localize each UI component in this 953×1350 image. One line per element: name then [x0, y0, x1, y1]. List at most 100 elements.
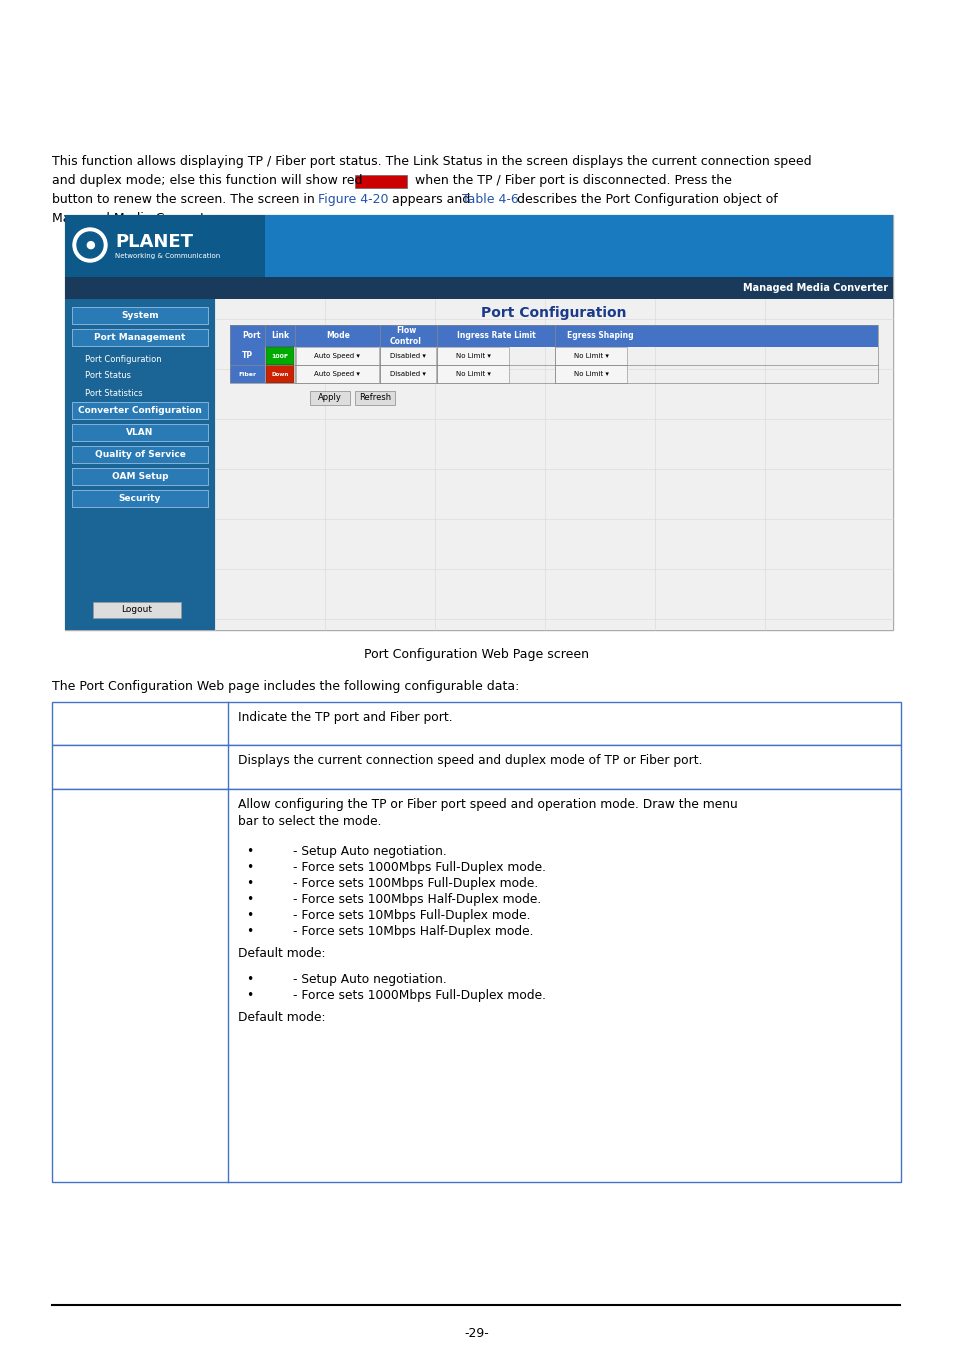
Circle shape [73, 228, 107, 262]
Text: No Limit ▾: No Limit ▾ [573, 371, 608, 377]
Bar [379, 364, 436, 383]
Text: button to renew the screen. The screen in: button to renew the screen. The screen i… [52, 193, 318, 207]
Text: No Limit ▾: No Limit ▾ [573, 352, 608, 359]
Text: bar to select the mode.: bar to select the mode. [237, 815, 381, 828]
Text: •: • [246, 845, 253, 859]
Bar [230, 347, 265, 364]
Text: Converter Configuration: Converter Configuration [78, 406, 202, 414]
Text: •: • [246, 861, 253, 873]
Text: Egress Shaping: Egress Shaping [566, 332, 633, 340]
Text: Fiber: Fiber [237, 371, 255, 377]
Text: Mode: Mode [326, 332, 350, 340]
Bar [65, 277, 892, 298]
Text: Port Management: Port Management [94, 333, 186, 342]
Text: Indicate the TP port and Fiber port.: Indicate the TP port and Fiber port. [237, 711, 452, 724]
Bar [65, 215, 892, 277]
Bar [355, 176, 407, 188]
Text: - Force sets 10Mbps Half-Duplex mode.: - Force sets 10Mbps Half-Duplex mode. [293, 925, 533, 938]
Text: PLANET: PLANET [115, 234, 193, 251]
Circle shape [77, 232, 103, 258]
Bar [71, 490, 208, 508]
Text: Security: Security [119, 494, 161, 504]
Text: describes the Port Configuration object of: describes the Port Configuration object … [513, 193, 777, 207]
Text: -29-: -29- [464, 1327, 489, 1341]
Text: •: • [246, 892, 253, 906]
Text: Port Statistics: Port Statistics [85, 389, 143, 397]
Bar [310, 392, 350, 405]
Text: Flow
Control: Flow Control [390, 327, 421, 346]
Bar [65, 215, 265, 277]
Bar [355, 392, 395, 405]
Text: Port: Port [242, 332, 261, 340]
Bar [71, 329, 208, 346]
Text: - Setup Auto negotiation.: - Setup Auto negotiation. [293, 845, 446, 859]
Bar [230, 325, 877, 347]
Bar [266, 347, 294, 364]
Text: Displays the current connection speed and duplex mode of TP or Fiber port.: Displays the current connection speed an… [237, 755, 701, 767]
Text: Ingress Rate Limit: Ingress Rate Limit [456, 332, 535, 340]
Bar [71, 446, 208, 463]
Text: Refresh: Refresh [358, 393, 391, 402]
Bar [214, 298, 892, 630]
Text: Disabled ▾: Disabled ▾ [390, 352, 425, 359]
Text: TP: TP [241, 351, 253, 360]
Text: - Force sets 100Mbps Full-Duplex mode.: - Force sets 100Mbps Full-Duplex mode. [293, 878, 537, 890]
Text: •: • [246, 990, 253, 1002]
Bar [436, 347, 509, 364]
Text: Port Configuration Web Page screen: Port Configuration Web Page screen [364, 648, 589, 662]
Text: - Force sets 100Mbps Half-Duplex mode.: - Force sets 100Mbps Half-Duplex mode. [293, 892, 540, 906]
Bar [295, 364, 378, 383]
Bar [266, 364, 294, 383]
Text: No Limit ▾: No Limit ▾ [456, 371, 490, 377]
Bar [65, 215, 892, 630]
Text: VLAN: VLAN [126, 428, 153, 437]
Text: Quality of Service: Quality of Service [94, 450, 185, 459]
Bar [436, 364, 509, 383]
Text: Apply: Apply [317, 393, 341, 402]
Text: Default mode:: Default mode: [237, 946, 325, 960]
Text: when the TP / Fiber port is disconnected. Press the: when the TP / Fiber port is disconnected… [415, 174, 731, 188]
Text: Default mode:: Default mode: [237, 1011, 325, 1025]
Text: - Force sets 1000Mbps Full-Duplex mode.: - Force sets 1000Mbps Full-Duplex mode. [293, 861, 545, 873]
Bar [71, 468, 208, 485]
Bar [295, 347, 378, 364]
Text: 100F: 100F [272, 354, 288, 359]
Bar [71, 306, 208, 324]
Text: appears and: appears and [388, 193, 474, 207]
Text: Port Status: Port Status [85, 371, 131, 381]
Text: Port Configuration: Port Configuration [480, 306, 626, 320]
Bar [71, 402, 208, 418]
Bar [230, 364, 265, 383]
Bar [65, 298, 214, 630]
Text: Managed Media Converter.: Managed Media Converter. [52, 212, 220, 225]
Bar [52, 745, 900, 788]
Text: - Force sets 1000Mbps Full-Duplex mode.: - Force sets 1000Mbps Full-Duplex mode. [293, 990, 545, 1002]
Text: •: • [246, 925, 253, 938]
Text: Allow configuring the TP or Fiber port speed and operation mode. Draw the menu: Allow configuring the TP or Fiber port s… [237, 798, 737, 811]
Text: Logout: Logout [121, 606, 152, 614]
Text: •: • [246, 878, 253, 890]
Text: and duplex mode; else this function will show red: and duplex mode; else this function will… [52, 174, 362, 188]
Text: Down: Down [271, 371, 289, 377]
Text: •: • [246, 973, 253, 985]
Bar [555, 347, 626, 364]
Bar [230, 325, 877, 383]
Bar [555, 364, 626, 383]
Text: Auto Speed ▾: Auto Speed ▾ [314, 352, 359, 359]
Bar [379, 347, 436, 364]
Text: Managed Media Converter: Managed Media Converter [742, 284, 887, 293]
Text: This function allows displaying TP / Fiber port status. The Link Status in the s: This function allows displaying TP / Fib… [52, 155, 811, 167]
Text: Table 4-6: Table 4-6 [461, 193, 518, 207]
Text: System: System [121, 310, 158, 320]
Text: Networking & Communication: Networking & Communication [115, 252, 220, 259]
Text: Auto Speed ▾: Auto Speed ▾ [314, 371, 359, 377]
Bar [52, 788, 900, 1183]
Text: - Setup Auto negotiation.: - Setup Auto negotiation. [293, 973, 446, 985]
Text: Disabled ▾: Disabled ▾ [390, 371, 425, 377]
Text: Link: Link [271, 332, 289, 340]
Bar [71, 424, 208, 441]
Bar [92, 602, 181, 618]
Bar [52, 702, 900, 745]
Text: - Force sets 10Mbps Full-Duplex mode.: - Force sets 10Mbps Full-Duplex mode. [293, 909, 530, 922]
Text: The Port Configuration Web page includes the following configurable data:: The Port Configuration Web page includes… [52, 680, 518, 693]
